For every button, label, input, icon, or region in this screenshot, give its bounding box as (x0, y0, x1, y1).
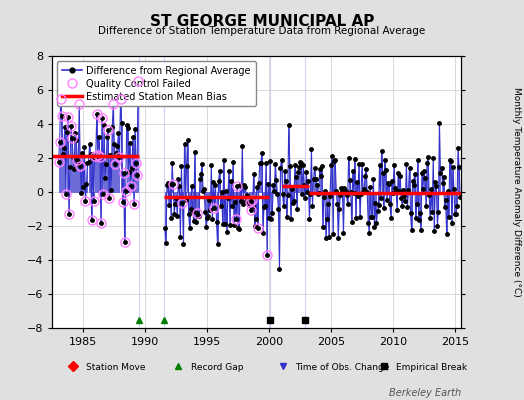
Text: Berkeley Earth: Berkeley Earth (389, 388, 461, 398)
Text: Station Move: Station Move (86, 363, 146, 372)
Text: Monthly Temperature Anomaly Difference (°C): Monthly Temperature Anomaly Difference (… (512, 87, 521, 297)
Text: ST GEORGE MUNICIPAL AP: ST GEORGE MUNICIPAL AP (150, 14, 374, 29)
Text: Time of Obs. Change: Time of Obs. Change (296, 363, 390, 372)
Legend: Difference from Regional Average, Quality Control Failed, Estimated Station Mean: Difference from Regional Average, Qualit… (57, 61, 256, 106)
Text: Record Gap: Record Gap (191, 363, 243, 372)
Text: Empirical Break: Empirical Break (396, 363, 467, 372)
Text: Difference of Station Temperature Data from Regional Average: Difference of Station Temperature Data f… (99, 26, 425, 36)
